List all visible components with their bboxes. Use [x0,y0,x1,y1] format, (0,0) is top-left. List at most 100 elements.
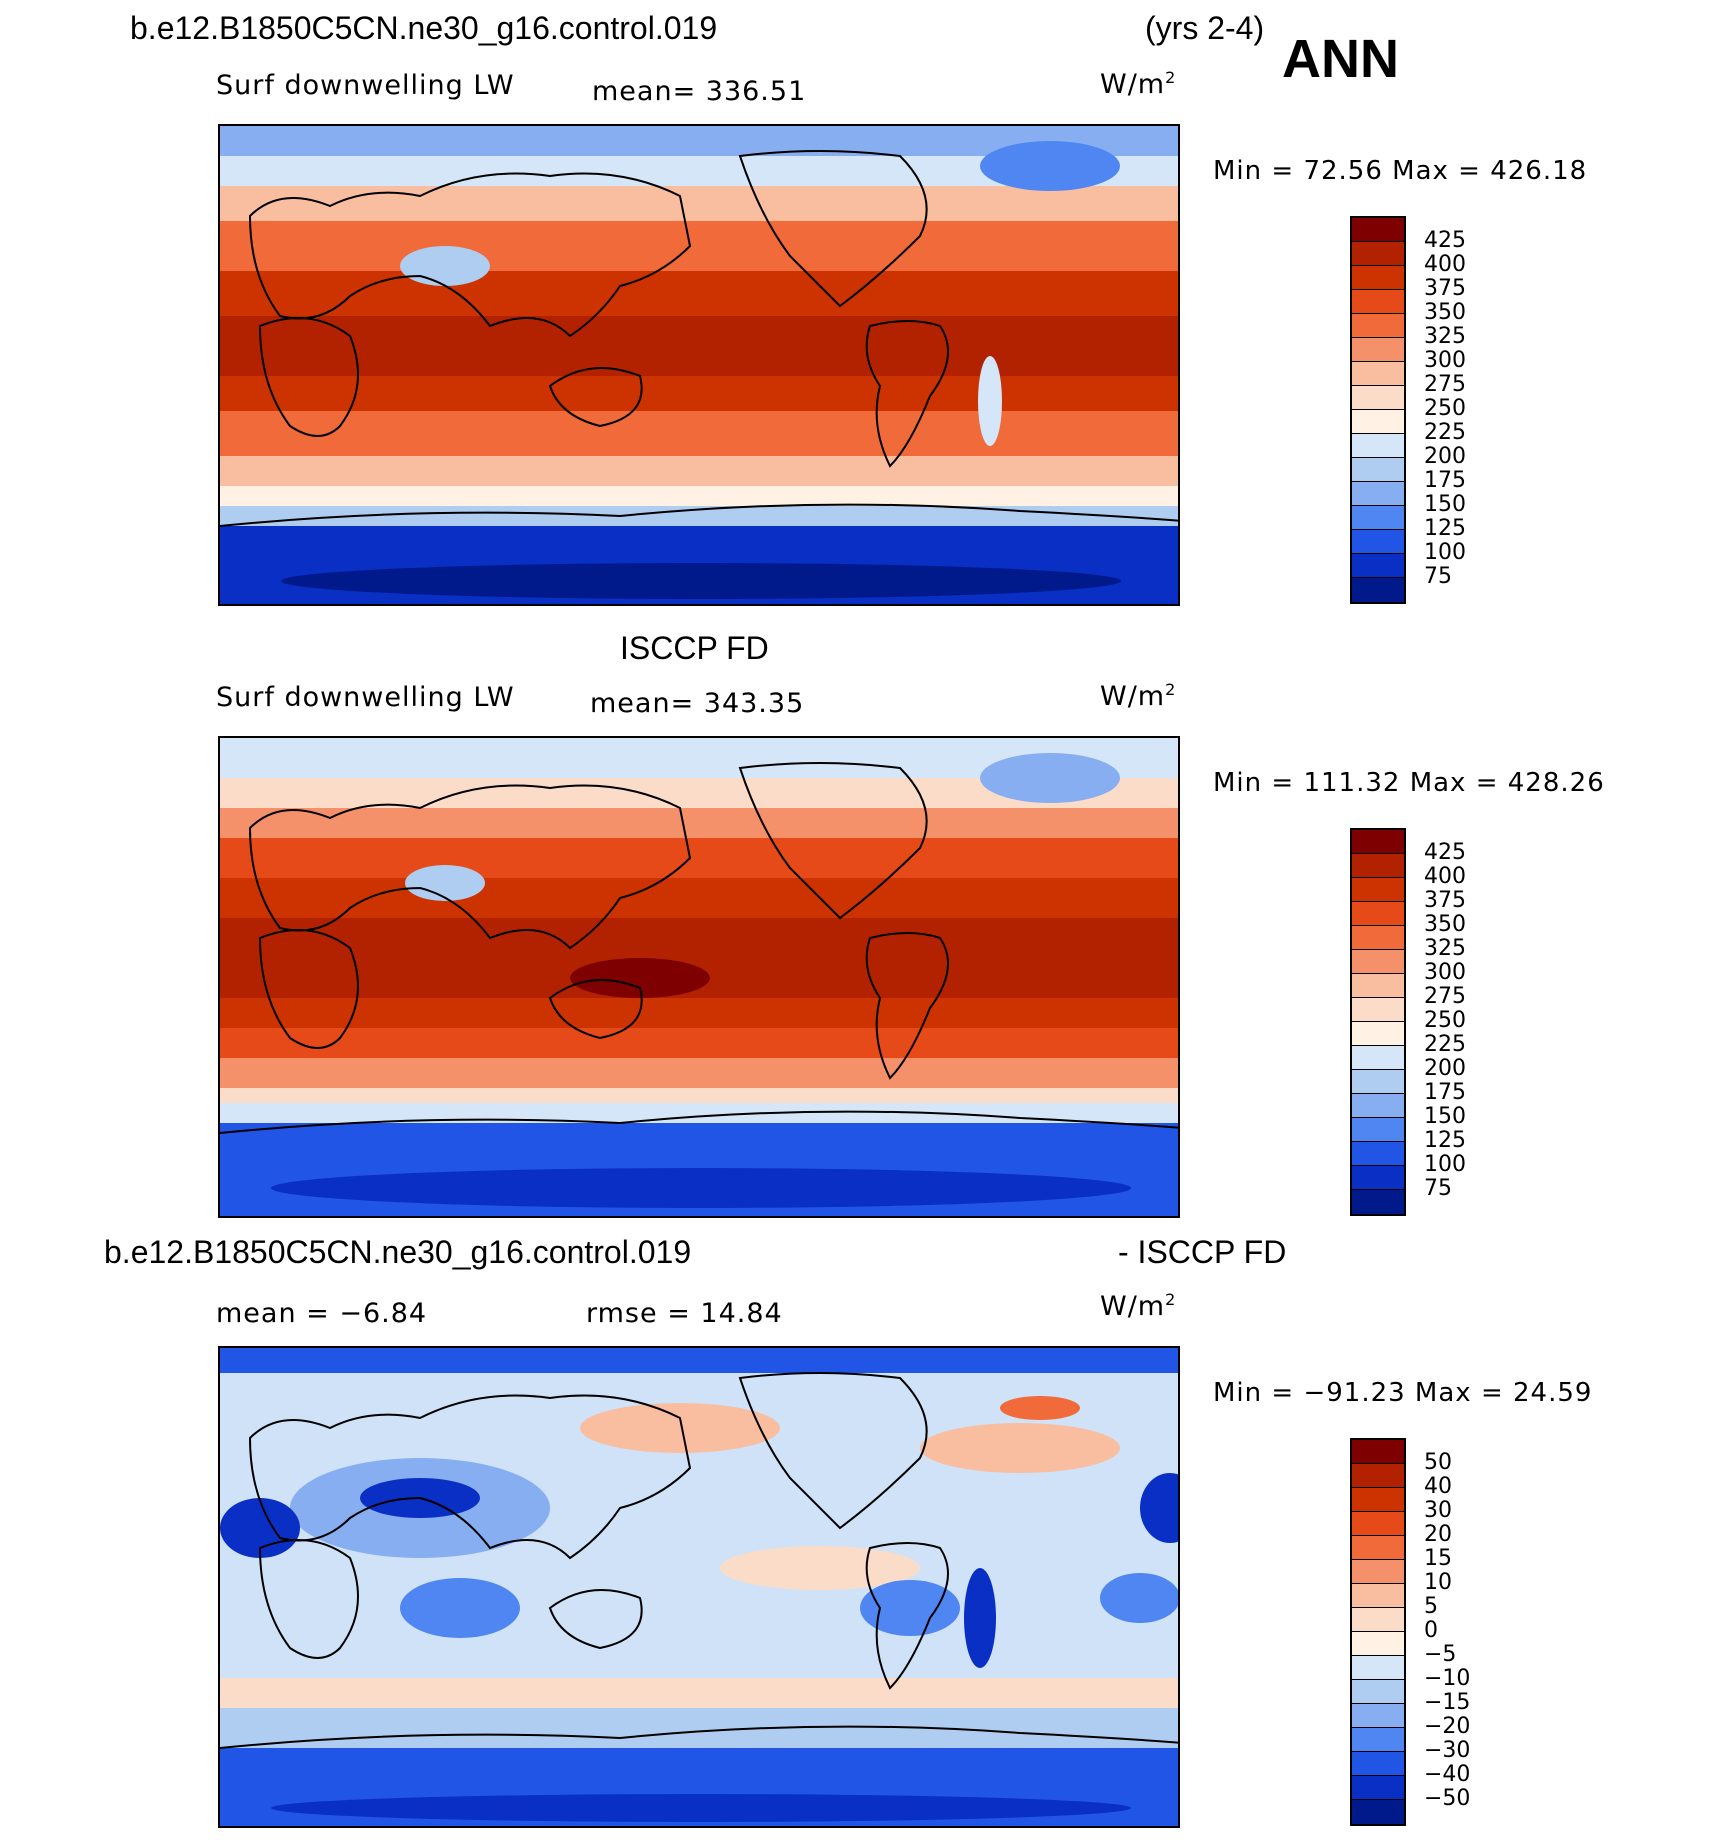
cbar1-swatch [1352,242,1404,266]
cbar2-tick: 275 [1424,984,1466,1009]
map3-npac-pos [580,1403,780,1453]
map1-highlat-n [220,186,1178,221]
cbar3-swatch [1352,1488,1404,1512]
cbar3-swatch [1352,1656,1404,1680]
map3-east-neg [1140,1473,1178,1543]
map3-sio-neg [400,1578,520,1638]
panel2-map [218,736,1180,1218]
panel1-mean: mean= 336.51 [592,76,807,107]
map3-sahara-neg [220,1498,300,1558]
map1-midlat-s [220,411,1178,456]
cbar3-swatch [1352,1632,1404,1656]
panel3-colorbar [1350,1438,1406,1826]
map3-epac-pos [720,1546,920,1590]
cbar3-tick: −20 [1424,1714,1471,1739]
cbar3-tick: 0 [1424,1618,1438,1643]
cbar3-swatch [1352,1776,1404,1800]
cbar1-swatch [1352,218,1404,242]
cbar2-swatch [1352,998,1404,1022]
cbar1-tick: 400 [1424,252,1466,277]
cbar2-tick: 325 [1424,936,1466,961]
panel2-minmax: Min = 111.32 Max = 428.26 [1213,768,1605,798]
panel2-variable-label: Surf downwelling LW [216,682,515,713]
panel1-colorbar [1350,216,1406,604]
cbar3-tick: 20 [1424,1522,1452,1547]
cbar1-swatch [1352,410,1404,434]
cbar1-swatch [1352,530,1404,554]
cbar3-tick: −5 [1424,1642,1457,1667]
map3-satl-neg [1100,1573,1178,1623]
panel3-units: W/m2 [1100,1290,1177,1322]
panel3-map-svg [220,1348,1178,1826]
panel3-title-left: b.e12.B1850C5CN.ne30_g16.control.019 [104,1234,692,1270]
cbar1-tick: 350 [1424,300,1466,325]
cbar1-tick: 125 [1424,516,1466,541]
cbar2-tick: 250 [1424,1008,1466,1033]
cbar2-swatch [1352,1046,1404,1070]
cbar3-tick: −10 [1424,1666,1471,1691]
cbar2-tick: 400 [1424,864,1466,889]
cbar3-swatch [1352,1728,1404,1752]
cbar2-tick: 175 [1424,1080,1466,1105]
map3-antarctic-core [271,1794,1131,1822]
cbar1-tick: 275 [1424,372,1466,397]
cbar3-tick: 15 [1424,1546,1452,1571]
years-label: (yrs 2-4) [1145,10,1265,46]
cbar3-swatch [1352,1512,1404,1536]
cbar2-tick: 300 [1424,960,1466,985]
map3-sepac-neg [860,1580,960,1636]
map2-antarctic-core [271,1168,1131,1208]
map1-coastlines [220,150,1178,527]
map1-subpolar-s [220,486,1178,506]
cbar3-swatch [1352,1440,1404,1464]
cbar3-tick: 50 [1424,1450,1452,1475]
cbar2-tick: 100 [1424,1152,1466,1177]
panel2-map-svg [220,738,1178,1216]
panel3-minmax: Min = −91.23 Max = 24.59 [1213,1378,1593,1408]
cbar1-tick: 375 [1424,276,1466,301]
cbar2-swatch [1352,1166,1404,1190]
cbar2-swatch [1352,1142,1404,1166]
map1-highlat-s [220,456,1178,486]
panel2-colorbar [1350,828,1406,1216]
map3-so-pos [220,1678,1178,1708]
cbar1-tick: 100 [1424,540,1466,565]
cbar2-swatch [1352,854,1404,878]
cbar2-tick: 75 [1424,1176,1452,1201]
cbar3-swatch [1352,1536,1404,1560]
cbar2-swatch [1352,926,1404,950]
map3-coastlines [220,1372,1178,1749]
cbar1-tick: 200 [1424,444,1466,469]
panel1-map-svg [220,126,1178,604]
cbar2-tick: 350 [1424,912,1466,937]
cbar2-swatch [1352,1094,1404,1118]
cbar1-tick: 150 [1424,492,1466,517]
map3-gulfstream-pos [1000,1396,1080,1420]
map3-arctic [220,1348,1178,1373]
cbar1-tick: 300 [1424,348,1466,373]
panel1-variable-label: Surf downwelling LW [216,70,515,101]
panel2-mean: mean= 343.35 [590,688,805,719]
panel1-units: W/m2 [1100,68,1177,100]
cbar3-swatch [1352,1464,1404,1488]
cbar3-swatch [1352,1608,1404,1632]
cbar3-tick: −50 [1424,1786,1471,1811]
cbar1-swatch [1352,338,1404,362]
cbar3-swatch [1352,1704,1404,1728]
cbar2-swatch [1352,902,1404,926]
cbar3-swatch [1352,1800,1404,1824]
map2-midlat-s [220,1028,1178,1058]
map2-coastlines [220,762,1178,1134]
cbar2-swatch [1352,974,1404,998]
cbar3-tick: −40 [1424,1762,1471,1787]
cbar3-swatch [1352,1752,1404,1776]
cbar2-tick: 375 [1424,888,1466,913]
cbar2-swatch [1352,1118,1404,1142]
map2-highlat-n [220,808,1178,838]
map2-highlat-s [220,1058,1178,1088]
map1-deep-tropics [220,316,1178,376]
cbar3-swatch [1352,1584,1404,1608]
cbar3-tick: −15 [1424,1690,1471,1715]
cbar3-swatch [1352,1560,1404,1584]
map2-subpolar-s [220,1088,1178,1103]
